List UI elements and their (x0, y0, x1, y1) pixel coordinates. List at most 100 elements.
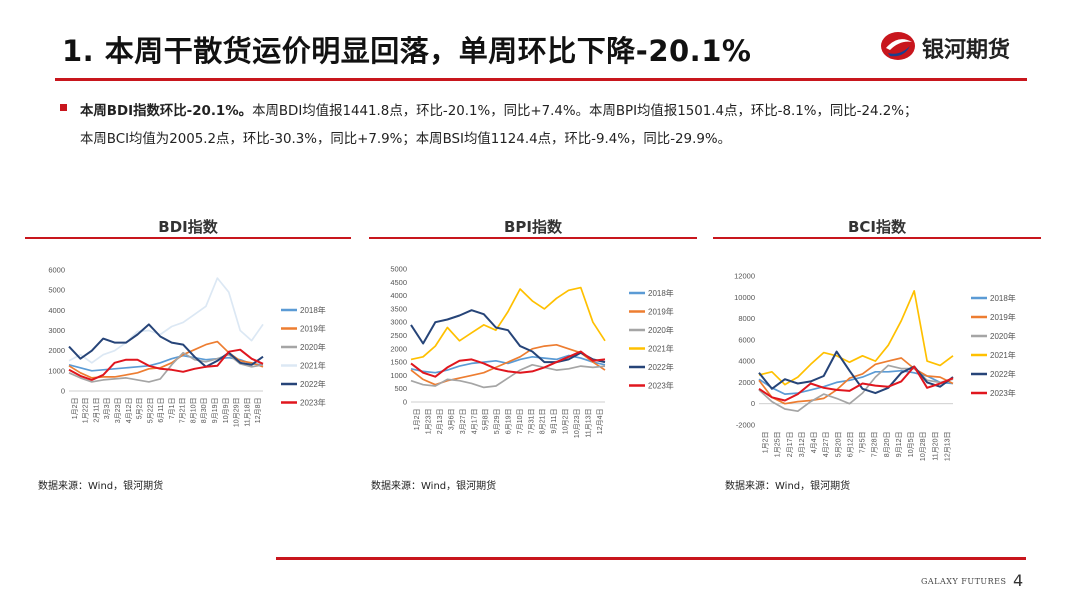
series-line-2021 (68, 277, 264, 364)
legend-label: 2020年 (648, 325, 674, 335)
x-tick-label: 3月6日 (447, 409, 455, 431)
legend-label: 2020年 (990, 331, 1016, 341)
x-tick-label: 8月20日 (883, 432, 891, 458)
x-tick-label: 4月17日 (470, 409, 478, 435)
bci-chart: -2000 0 2000 4000 6000 8000 10000 12000 1月2日 1月25… (734, 272, 1016, 462)
series-line-2022 (758, 350, 954, 395)
x-tick-label: 11月18日 (243, 398, 251, 427)
page-number: 4 (1013, 571, 1024, 590)
x-tick-label: 1月2日 (413, 409, 421, 431)
x-tick-label: 1月23日 (425, 409, 433, 435)
bpi-chart: 0 500 1000 1500 2000 2500 3000 3500 4000 4500 5000… (390, 265, 674, 439)
bullet-marker (60, 104, 67, 111)
legend-label: 2021年 (300, 361, 326, 371)
bdi-source: 数据来源：Wind，银河期货 (38, 481, 164, 492)
x-tick-label: 10月28日 (919, 432, 927, 462)
legend-label: 2021年 (648, 344, 674, 354)
x-tick-label: 7月10日 (516, 409, 524, 435)
legend-label: 2022年 (300, 379, 326, 389)
x-tick-label: 4月27日 (822, 432, 830, 458)
x-tick-label: 4月12日 (125, 398, 133, 424)
legend-label: 2023年 (990, 388, 1016, 398)
y-tick-label: 4000 (390, 291, 407, 300)
series-line-2018 (68, 354, 264, 372)
bpi-chart-rule (369, 237, 697, 239)
x-tick-label: 10月5日 (907, 432, 915, 458)
series-line-2023 (68, 348, 264, 381)
y-tick-label: 5000 (48, 286, 65, 295)
x-tick-label: 1月2日 (71, 398, 79, 420)
y-tick-label: 4000 (48, 306, 65, 315)
x-tick-label: 6月11日 (157, 398, 165, 423)
legend-label: 2023年 (300, 398, 326, 408)
y-tick-label: 3000 (48, 326, 65, 335)
x-tick-label: 3月27日 (459, 409, 467, 435)
legend-label: 2023年 (648, 381, 674, 391)
y-tick-label: 2500 (390, 331, 407, 340)
x-tick-label: 8月10日 (189, 398, 197, 424)
summary-headline: 本周BDI指数环比-20.1%。 (80, 104, 253, 119)
series-line-2020 (410, 363, 606, 389)
galaxy-futures-logo (881, 32, 915, 60)
footer-divider (276, 557, 1026, 560)
x-tick-label: 7月21日 (179, 398, 187, 424)
title-divider (55, 78, 1027, 81)
page-title: 1. 本周干散货运价明显回落，单周环比下降-20.1% (62, 34, 752, 68)
series-line-2023 (410, 350, 606, 378)
y-tick-label: 2000 (738, 378, 755, 387)
y-tick-label: 0 (61, 387, 65, 396)
legend-label: 2018年 (300, 305, 326, 315)
x-tick-label: 3月23日 (114, 398, 122, 424)
legend-label: 2018年 (648, 288, 674, 298)
series-line-2019 (758, 357, 954, 405)
x-tick-label: 5月29日 (493, 409, 501, 435)
x-tick-label: 10月29日 (233, 398, 241, 428)
x-tick-label: 5月2日 (136, 398, 144, 420)
legend-label: 2019年 (648, 307, 674, 317)
x-tick-label: 5月8日 (482, 409, 490, 431)
legend-label: 2018年 (990, 293, 1016, 303)
series-line-2023 (758, 365, 954, 402)
logo-mark-icon (881, 32, 915, 60)
y-tick-label: 4500 (390, 278, 407, 287)
y-tick-label: -2000 (736, 421, 755, 430)
x-tick-label: 12月4日 (596, 409, 604, 435)
bpi-chart-title: BPI指数 (503, 218, 562, 236)
x-tick-label: 8月30日 (200, 398, 208, 424)
x-tick-label: 3月12日 (798, 432, 806, 458)
x-tick-label: 2月17日 (786, 432, 794, 458)
y-tick-label: 0 (751, 399, 755, 408)
x-tick-label: 7月28日 (871, 432, 879, 458)
bpi-source: 数据来源：Wind，银河期货 (371, 481, 497, 492)
y-tick-label: 2000 (390, 344, 407, 353)
x-tick-label: 4月4日 (810, 432, 818, 454)
x-tick-label: 3月3日 (103, 398, 111, 420)
y-tick-label: 1000 (48, 366, 65, 375)
legend-label: 2020年 (300, 342, 326, 352)
bdi-chart-rule (25, 237, 351, 239)
x-tick-label: 2月11日 (92, 398, 100, 423)
y-tick-label: 8000 (738, 314, 755, 323)
x-tick-label: 11月20日 (931, 432, 939, 461)
x-tick-label: 6月12日 (846, 432, 854, 458)
bci-source: 数据来源：Wind，银河期货 (725, 481, 851, 492)
x-tick-label: 7月5日 (859, 432, 867, 454)
legend-label: 2022年 (990, 369, 1016, 379)
series-line-2020 (68, 351, 264, 383)
y-tick-label: 1500 (390, 358, 407, 367)
x-tick-label: 1月22日 (82, 398, 90, 424)
y-tick-label: 6000 (48, 266, 65, 275)
x-tick-label: 11月13日 (584, 409, 592, 438)
y-tick-label: 4000 (738, 357, 755, 366)
bci-chart-title: BCI指数 (847, 218, 907, 236)
legend-label: 2022年 (648, 362, 674, 372)
logo-text: 银河期货 (922, 38, 1011, 63)
summary-line-2: 本周BCI均值为2005.2点，环比-30.3%，同比+7.9%；本周BSI均值… (80, 132, 731, 147)
x-tick-label: 8月21日 (539, 409, 547, 435)
x-tick-label: 9月11日 (550, 409, 558, 434)
series-line-2018 (410, 354, 606, 374)
y-tick-label: 2000 (48, 346, 65, 355)
y-tick-label: 5000 (390, 265, 407, 274)
y-tick-label: 3000 (390, 318, 407, 327)
series-line-2021 (758, 290, 954, 386)
